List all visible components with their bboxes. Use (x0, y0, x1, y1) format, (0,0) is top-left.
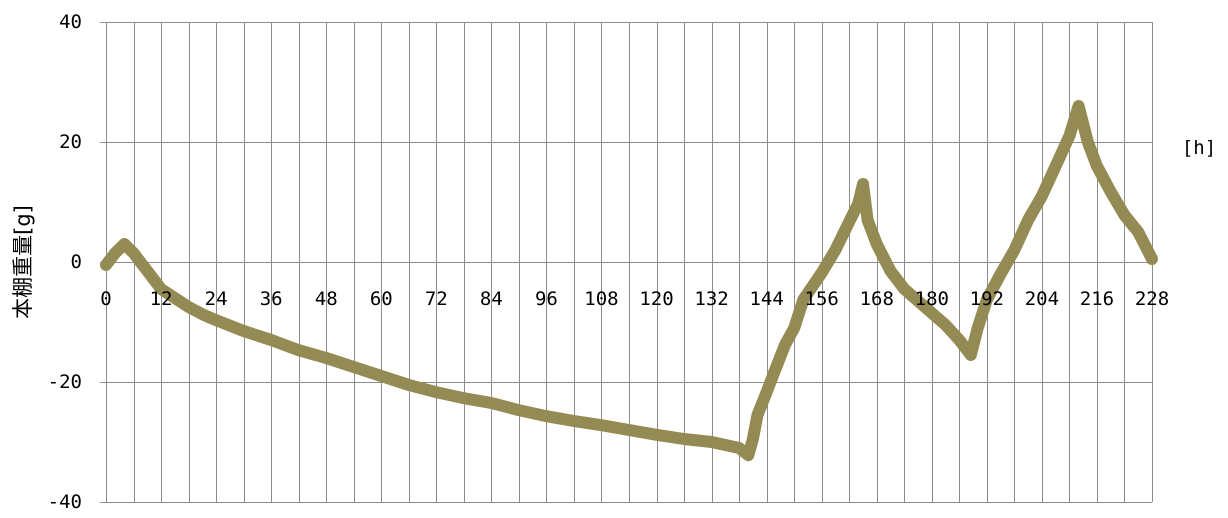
x-tick-label: 0 (100, 288, 111, 310)
x-axis-tick-labels: 0 12 24 36 48 60 72 84 96 108 120 132 144 156 168 180 19… (100, 288, 1169, 310)
y-tick-label: -20 (48, 371, 82, 393)
x-tick-label: 204 (1025, 288, 1059, 310)
y-tick-label: 0 (71, 251, 82, 273)
x-tick-label: 48 (315, 288, 338, 310)
x-tick-label: 156 (805, 288, 839, 310)
x-tick-label: 180 (915, 288, 949, 310)
x-axis-unit-label: [h] (1182, 137, 1216, 159)
x-tick-label: 228 (1135, 288, 1169, 310)
x-tick-label: 72 (425, 288, 448, 310)
x-tick-label: 168 (860, 288, 894, 310)
series-line (100, 100, 1158, 462)
y-axis-tick-labels: 40 20 0 -20 -40 (48, 11, 82, 513)
y-axis-title: 本棚重量[g] (11, 205, 35, 319)
x-tick-label: 192 (970, 288, 1004, 310)
y-tick-label: -40 (48, 491, 82, 513)
x-tick-label: 96 (535, 288, 558, 310)
x-tick-label: 60 (370, 288, 393, 310)
x-tick-label: 108 (584, 288, 618, 310)
x-tick-label: 12 (150, 288, 173, 310)
series-layer (100, 100, 1158, 462)
horizontal-gridlines (106, 22, 1152, 503)
x-tick-label: 84 (480, 288, 503, 310)
x-tick-label: 216 (1080, 288, 1114, 310)
x-tick-label: 144 (749, 288, 783, 310)
x-tick-label: 24 (205, 288, 228, 310)
y-tick-label: 40 (59, 11, 82, 33)
x-tick-label: 132 (694, 288, 728, 310)
x-tick-label: 120 (639, 288, 673, 310)
y-tick-label: 20 (59, 131, 82, 153)
x-tick-label: 36 (260, 288, 283, 310)
